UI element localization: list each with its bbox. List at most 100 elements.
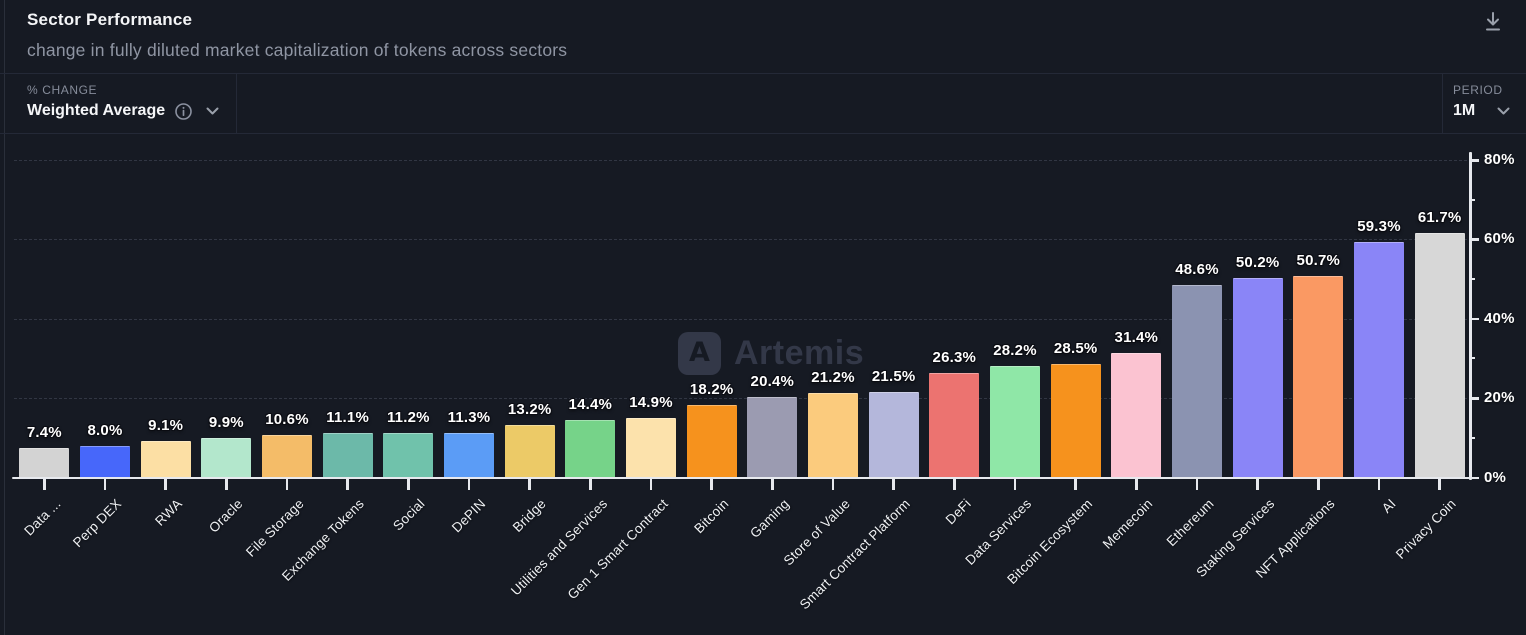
bar[interactable] — [1232, 278, 1283, 478]
x-axis-label: Perp DEX — [70, 496, 125, 551]
bar-value-label: 18.2% — [689, 381, 734, 399]
bar[interactable] — [19, 448, 70, 478]
metric-label: % CHANGE — [27, 83, 98, 97]
bar-value-label: 11.2% — [386, 409, 430, 427]
bar[interactable] — [1050, 364, 1101, 478]
bar[interactable] — [1354, 242, 1404, 478]
period-value: 1M — [1453, 102, 1476, 119]
panel-left-border — [4, 0, 5, 635]
bar[interactable] — [80, 445, 130, 478]
divider — [1442, 74, 1443, 133]
bar-value-label: 7.4% — [26, 424, 62, 442]
x-axis-label: Data ... — [21, 496, 64, 539]
y-axis-minor-tick — [1469, 436, 1475, 439]
x-axis-label: Bitcoin — [691, 496, 732, 537]
bar-value-label: 9.1% — [148, 417, 184, 435]
bar[interactable] — [868, 392, 919, 478]
bar[interactable] — [686, 405, 737, 478]
bar[interactable] — [626, 418, 676, 478]
metric-dropdown[interactable]: % CHANGE Weighted Average — [27, 83, 219, 120]
x-axis-label: Oracle — [206, 496, 246, 536]
x-axis-label: Gen 1 Smart Contract — [564, 496, 671, 603]
bar[interactable] — [444, 432, 494, 478]
x-axis-tick — [407, 479, 410, 490]
bar-value-label: 61.7% — [1417, 208, 1462, 226]
x-axis-tick — [164, 479, 167, 490]
x-axis-tick — [1195, 479, 1199, 490]
bar-value-label: 14.4% — [568, 396, 613, 414]
x-axis-tick — [467, 479, 471, 490]
bar[interactable] — [262, 435, 312, 478]
y-axis-tick-label: 0% — [1484, 468, 1507, 486]
bar[interactable] — [1293, 276, 1344, 478]
bar-value-label: 50.7% — [1296, 252, 1341, 270]
bar[interactable] — [383, 433, 434, 478]
download-button[interactable] — [1480, 9, 1506, 35]
bar-value-label: 8.0% — [87, 421, 123, 439]
y-axis-tick — [1469, 159, 1479, 162]
bar[interactable] — [322, 433, 373, 478]
x-axis-tick — [1074, 479, 1077, 490]
y-axis-tick — [1469, 238, 1479, 241]
x-axis-tick — [285, 479, 289, 490]
x-axis-tick — [103, 479, 107, 490]
period-dropdown[interactable]: PERIOD 1M — [1453, 83, 1510, 120]
x-axis-tick — [649, 479, 653, 490]
x-axis-tick — [1317, 479, 1320, 490]
y-axis-line — [1469, 152, 1472, 480]
bar[interactable] — [140, 441, 191, 478]
bar-value-label: 13.2% — [507, 401, 552, 419]
bar[interactable] — [1172, 284, 1222, 478]
y-axis-tick-label: 80% — [1484, 151, 1515, 168]
x-axis-label: AI — [1378, 496, 1399, 516]
x-axis-label: Gaming — [747, 496, 792, 541]
x-axis-tick — [1256, 479, 1259, 490]
x-axis-line — [12, 476, 1473, 479]
bar-value-label: 14.9% — [629, 394, 673, 412]
x-axis-tick — [346, 479, 349, 490]
bar-value-label: 11.3% — [447, 408, 491, 426]
controls-bar: % CHANGE Weighted Average PERIOD 1M — [0, 74, 1526, 133]
bar[interactable] — [808, 393, 858, 478]
x-axis-label: Ethereum — [1163, 496, 1217, 550]
gridline — [14, 160, 1467, 161]
download-icon — [1483, 11, 1503, 33]
x-axis-tick — [589, 479, 592, 490]
gridline — [14, 239, 1467, 241]
bar[interactable] — [565, 420, 616, 478]
bar[interactable] — [747, 396, 798, 478]
bar[interactable] — [504, 425, 555, 478]
gridline — [14, 398, 1467, 400]
x-axis-label: File Storage — [242, 496, 307, 560]
x-axis-tick — [528, 479, 531, 490]
y-axis-tick — [1469, 476, 1479, 479]
y-axis-tick — [1469, 397, 1479, 400]
chevron-down-icon — [1497, 107, 1510, 115]
chevron-down-icon — [206, 107, 219, 115]
x-axis-tick — [892, 479, 895, 490]
y-axis-tick-label: 40% — [1484, 309, 1515, 327]
bar[interactable] — [929, 373, 980, 478]
y-axis-tick-label: 60% — [1484, 230, 1515, 248]
bar-value-label: 31.4% — [1114, 328, 1159, 346]
bar-value-label: 20.4% — [750, 372, 795, 390]
y-axis-minor-tick — [1469, 278, 1475, 281]
divider — [0, 73, 1526, 74]
divider — [0, 133, 1526, 134]
info-icon[interactable] — [175, 102, 192, 120]
bar-value-label: 21.5% — [871, 368, 916, 386]
x-axis-tick — [1377, 479, 1381, 490]
gridline — [14, 318, 1467, 320]
bar-value-label: 28.5% — [1053, 340, 1098, 358]
chart-subtitle: change in fully diluted market capitaliz… — [27, 40, 568, 60]
y-axis-minor-tick — [1469, 198, 1475, 201]
x-axis-label: Memecoin — [1100, 496, 1156, 552]
divider — [236, 74, 237, 133]
bar[interactable] — [1414, 232, 1465, 478]
bar[interactable] — [1111, 352, 1162, 478]
bar[interactable] — [201, 438, 252, 478]
bar-value-label: 50.2% — [1235, 254, 1280, 272]
bar[interactable] — [990, 365, 1040, 478]
bar-value-label: 10.6% — [265, 411, 309, 429]
